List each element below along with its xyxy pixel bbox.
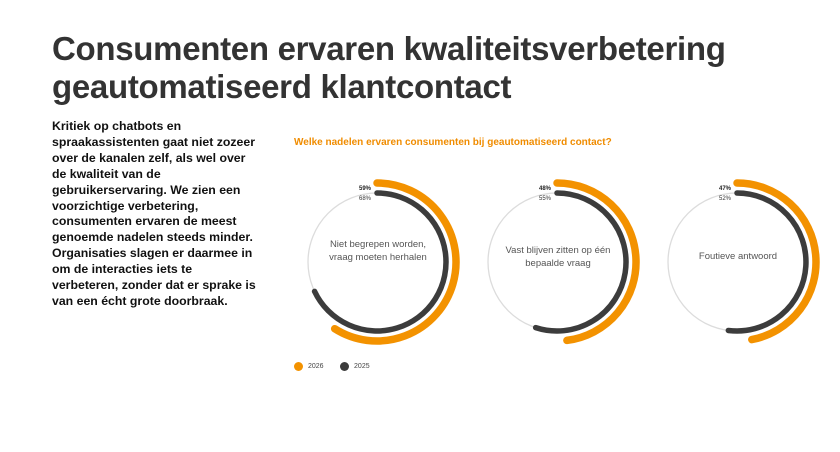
arc-2026 — [553, 179, 640, 345]
legend-item-2025: 2025 — [340, 362, 370, 371]
intro-paragraph: Kritiek op chatbots en spraakassistenten… — [52, 119, 256, 308]
chart-3-label-2026: 47% — [718, 186, 731, 192]
arc-2025 — [725, 190, 809, 334]
radial-chart-1-svg — [307, 179, 460, 345]
page-title: Consumenten ervaren kwaliteitsverbeterin… — [52, 30, 812, 106]
chart-3-center-label: Foutieve antwoord — [698, 251, 778, 262]
radial-charts-container: 59% 68% Niet begrepen worden, vraag moet… — [290, 176, 830, 346]
radial-chart-2: 48% 55% Vast blijven zitten op één bepaa… — [470, 176, 645, 346]
chart-title: Welke nadelen ervaren consumenten bij ge… — [294, 137, 612, 148]
legend-label-2025: 2025 — [354, 363, 370, 370]
arc-2026 — [330, 179, 460, 345]
chart-1-label-2025: 68% — [358, 196, 371, 202]
legend: 2026 2025 — [294, 358, 382, 371]
radial-chart-2-svg — [487, 179, 640, 345]
chart-1-label-2026: 59% — [358, 186, 371, 192]
legend-item-2026: 2026 — [294, 362, 324, 371]
arc-2026 — [733, 179, 820, 344]
chart-2-label-2025: 55% — [538, 196, 551, 202]
arc-2025 — [532, 190, 629, 334]
radial-chart-1: 59% 68% Niet begrepen worden, vraag moet… — [290, 176, 465, 346]
legend-label-2026: 2026 — [308, 363, 324, 370]
title-line-2: geautomatiseerd klantcontact — [52, 68, 512, 105]
arc-2025 — [311, 190, 449, 334]
title-line-1: Consumenten ervaren kwaliteitsverbeterin… — [52, 30, 726, 67]
chart-3-label-2025: 52% — [718, 196, 731, 202]
radial-chart-3-svg — [667, 179, 820, 344]
legend-swatch-2026 — [294, 362, 303, 371]
legend-swatch-2025 — [340, 362, 350, 371]
radial-chart-3: 47% 52% Foutieve antwoord — [650, 176, 825, 346]
chart-2-label-2026: 48% — [538, 186, 551, 192]
chart-1-center-label: Niet begrepen worden, vraag moeten herha… — [329, 239, 427, 263]
chart-2-center-label: Vast blijven zitten op één bepaalde vraa… — [505, 245, 611, 269]
